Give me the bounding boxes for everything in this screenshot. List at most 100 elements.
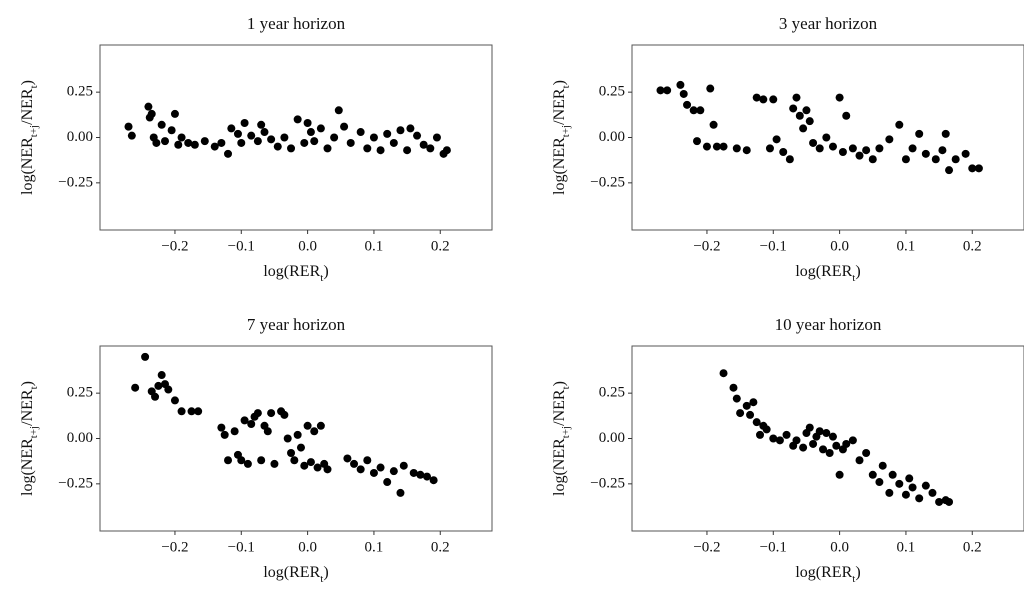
point <box>369 468 378 477</box>
point <box>683 100 692 109</box>
y-axis-label-part: t <box>28 85 40 88</box>
point <box>961 149 970 158</box>
point <box>935 497 944 506</box>
point <box>389 138 398 147</box>
y-axis-label-part: /NER <box>19 88 36 125</box>
y-axis-label: log(NERt+j/NERt) <box>19 80 40 195</box>
point <box>316 421 325 430</box>
point <box>273 142 282 151</box>
point <box>769 434 778 443</box>
point <box>217 423 226 432</box>
point <box>442 146 451 155</box>
point <box>835 93 844 102</box>
point <box>399 461 408 470</box>
point <box>187 407 196 416</box>
x-tick-label: 0.2 <box>963 238 982 254</box>
point <box>762 425 771 434</box>
point <box>752 418 761 427</box>
x-tick-label: 0.1 <box>365 539 384 555</box>
point <box>323 465 332 474</box>
point <box>756 430 765 439</box>
y-axis-label-part: /NER <box>551 88 568 125</box>
point <box>243 459 252 468</box>
y-axis-label-part: /NER <box>19 389 36 426</box>
point <box>868 155 877 164</box>
point <box>676 80 685 89</box>
point <box>689 106 698 115</box>
point <box>147 109 156 118</box>
point <box>263 427 272 436</box>
x-axis-label: log(RERt) <box>263 564 328 585</box>
point <box>775 436 784 445</box>
point <box>426 144 435 153</box>
point <box>928 488 937 497</box>
point <box>931 155 940 164</box>
point <box>888 470 897 479</box>
point <box>283 434 292 443</box>
point <box>270 459 279 468</box>
y-axis-label-part: log(NER <box>19 438 36 496</box>
point <box>233 129 242 138</box>
y-tick-label: 0.00 <box>67 430 93 446</box>
point <box>838 148 847 157</box>
point <box>157 371 166 380</box>
point <box>901 490 910 499</box>
point <box>815 427 824 436</box>
y-axis-label-part: t <box>560 85 572 88</box>
x-axis-label: log(RERt) <box>263 263 328 284</box>
point <box>819 445 828 454</box>
panel-title: 7 year horizon <box>247 315 346 334</box>
x-axis-label-part: ) <box>855 564 860 581</box>
point <box>310 427 319 436</box>
point <box>915 129 924 138</box>
point <box>656 86 665 95</box>
point <box>406 124 415 133</box>
panel: 10 year horizon −0.2 −0.1 0.0 0.1 0.2 −0.25 0.0… <box>551 315 1024 585</box>
point <box>350 459 359 468</box>
point <box>396 126 405 135</box>
x-tick-label: 0.0 <box>830 238 849 254</box>
point <box>432 133 441 142</box>
point <box>253 409 262 418</box>
point <box>194 407 203 416</box>
point <box>746 410 755 419</box>
point <box>901 155 910 164</box>
point <box>300 461 309 470</box>
y-axis-label-part: t <box>560 386 572 389</box>
y-tick-label: 0.25 <box>599 385 625 401</box>
x-tick-label: 0.1 <box>897 238 916 254</box>
point <box>306 128 315 137</box>
point <box>785 155 794 164</box>
x-tick-label: −0.2 <box>161 539 188 555</box>
point <box>247 419 256 428</box>
point <box>161 137 170 146</box>
point <box>938 146 947 155</box>
point <box>842 439 851 448</box>
point <box>752 93 761 102</box>
plot-border <box>631 345 1024 532</box>
point <box>795 111 804 120</box>
point <box>389 467 398 476</box>
point <box>921 149 930 158</box>
point <box>343 454 352 463</box>
x-tick-label: −0.1 <box>760 238 787 254</box>
y-tick-label: 0.00 <box>599 129 625 145</box>
panel: 1 year horizon −0.2 −0.1 0.0 0.1 0.2 −0.25 0.00… <box>19 14 493 284</box>
x-axis-label: log(RERt) <box>795 564 860 585</box>
point <box>383 478 392 487</box>
point <box>170 396 179 405</box>
point <box>200 137 209 146</box>
x-tick-label: 0.2 <box>431 238 450 254</box>
point <box>340 122 349 131</box>
point <box>240 416 249 425</box>
point <box>782 430 791 439</box>
point <box>157 120 166 129</box>
point <box>419 140 428 149</box>
point <box>356 465 365 474</box>
y-axis-label-part: t+j <box>28 125 40 137</box>
point <box>905 474 914 483</box>
point <box>908 483 917 492</box>
x-axis-label-part: ) <box>855 263 860 280</box>
point <box>383 129 392 138</box>
